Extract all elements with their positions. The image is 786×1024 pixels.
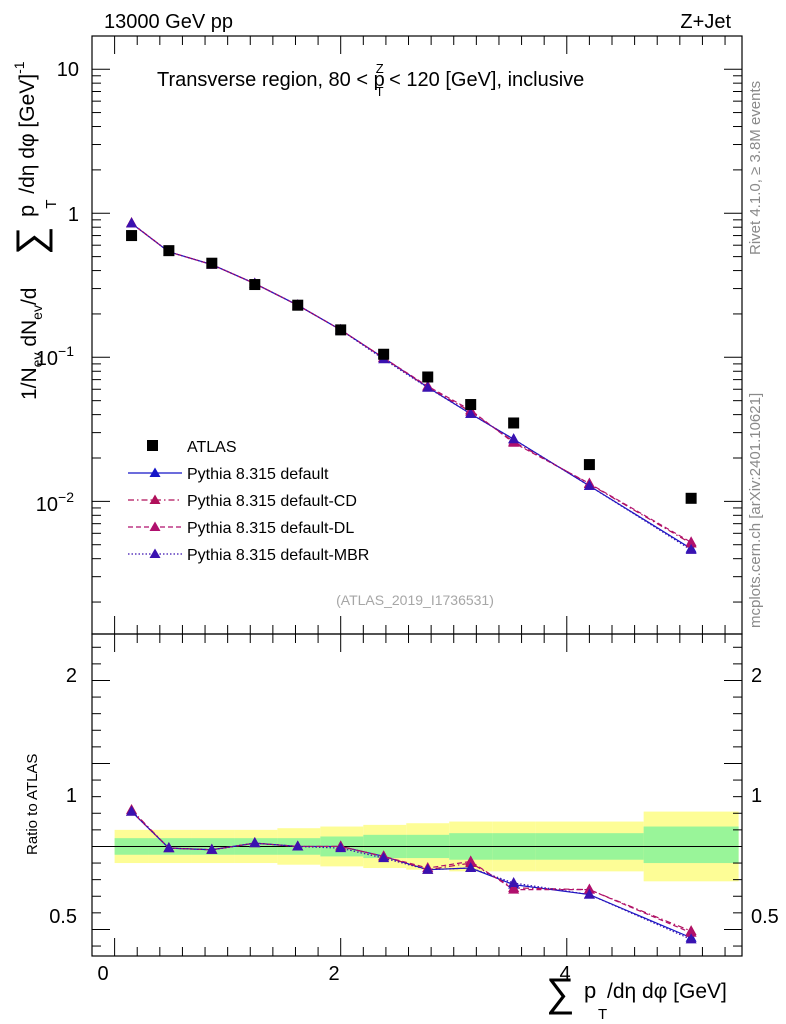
atlas-data-point [685, 492, 697, 504]
svg-text:T: T [598, 1006, 607, 1023]
analysis-id: (ATLAS_2019_I1736531) [336, 592, 494, 608]
x-axis-label: ∑ p T /dη dφ [GeV] [546, 971, 727, 1023]
atlas-data-point [206, 257, 218, 269]
plot-title-suffix: < 120 [GeV], inclusive [384, 69, 585, 91]
ytick-label-0.01: 10−2 [36, 489, 74, 516]
ratio-point-pythia-8-315-default-mbr [206, 843, 218, 854]
legend-label-default-mbr: Pythia 8.315 default-MBR [187, 547, 369, 564]
ratio-point-pythia-8-315-default-mbr [292, 840, 304, 851]
ratio-line-pythia-8-315-default-mbr [131, 811, 692, 940]
ratio-point-pythia-8-315-default-mbr [685, 933, 697, 944]
ratio-point-pythia-8-315-default-mbr [378, 852, 390, 863]
ratio-ytick-label-right-0.5: 0.5 [751, 906, 779, 928]
ratio-line-pythia-8-315-default-cd [131, 809, 692, 932]
series-point-pythia-8-315-default-mbr [465, 407, 477, 418]
ytick-label-10: 10 [57, 59, 79, 81]
ratio-point-pythia-8-315-default-mbr [126, 805, 138, 816]
ratio-point-pythia-8-315-default-dl [508, 883, 520, 894]
ratio-point-pythia-8-315-default-mbr [335, 842, 347, 853]
process-label: Z+Jet [680, 11, 731, 33]
energy-label: 13000 GeV pp [104, 11, 233, 33]
plot-title-sub: T [376, 84, 384, 99]
ratio-point-pythia-8-315-default-mbr [249, 837, 261, 848]
ratio-point-pythia-8-315-default-mbr [422, 863, 434, 874]
ratio-point-pythia-8-315-default-mbr [163, 842, 175, 853]
ytick-label-0.1: 10−1 [36, 343, 74, 370]
legend-marker-default-cd [149, 494, 161, 504]
ratio-point-pythia-8-315-default-mbr [465, 862, 477, 873]
ratio-point-pythia-8-315-default-dl [685, 926, 697, 937]
series-point-pythia-8-315-default-dl [685, 536, 697, 547]
band-inner-11 [643, 826, 739, 864]
svg-text:1/Nev dNev/d: 1/Nev dNev/d [18, 288, 45, 400]
xtick-label-4: 4 [559, 963, 570, 985]
series-point-pythia-8-315-default-mbr [508, 433, 520, 444]
main-plot-frame [91, 35, 743, 635]
series-point-pythia-8-315-default-mbr [583, 479, 595, 490]
ratio-point-pythia-8-315-default-mbr [583, 888, 595, 899]
atlas-data-point [583, 459, 595, 471]
ratio-ytick-label-1: 1 [66, 785, 77, 807]
svg-text:∑: ∑ [546, 971, 575, 1015]
atlas-data-point [465, 399, 477, 411]
atlas-data-point [422, 371, 434, 383]
atlas-data-point [292, 299, 304, 311]
series-point-pythia-8-315-default-mbr [126, 217, 138, 228]
series-line-pythia-8-315-default-mbr [131, 222, 692, 551]
xtick-label-2: 2 [328, 963, 339, 985]
atlas-data-point [126, 230, 138, 242]
legend-marker-atlas [147, 440, 158, 451]
plot-title-prefix: Transverse region, 80 < p [157, 69, 385, 91]
series-point-pythia-8-315-default-mbr [422, 381, 434, 392]
svg-text:/dη dφ [GeV]: /dη dφ [GeV] [607, 980, 727, 1003]
ytick-label-1: 1 [68, 204, 79, 226]
rivet-version-label: Rivet 4.1.0, ≥ 3.8M events [747, 81, 764, 255]
series-point-pythia-8-315-default-mbr [685, 543, 697, 554]
atlas-data-point [335, 324, 347, 336]
atlas-data-point [249, 279, 261, 291]
plot-title-sup: Z [376, 61, 384, 76]
atlas-data-point [378, 348, 390, 360]
legend: ATLAS Pythia 8.315 default Pythia 8.315 … [128, 439, 369, 564]
ratio-ytick-label-right-2: 2 [751, 665, 762, 687]
ratio-ytick-label-0.5: 0.5 [49, 906, 77, 928]
ratio-ytick-label-2: 2 [66, 665, 77, 687]
legend-label-default: Pythia 8.315 default [187, 466, 329, 483]
legend-marker-default [149, 467, 161, 477]
main-plot-series [126, 217, 697, 554]
atlas-data-point [163, 245, 175, 257]
svg-text:p: p [584, 978, 596, 1003]
legend-label-default-dl: Pythia 8.315 default-DL [187, 520, 354, 537]
legend-label-default-cd: Pythia 8.315 default-CD [187, 493, 357, 510]
legend-label-atlas: ATLAS [187, 439, 237, 456]
mcplots-label: mcplots.cern.ch [arXiv:2401.10621] [747, 393, 764, 628]
xtick-label-0: 0 [97, 963, 108, 985]
ratio-y-axis-label: Ratio to ATLAS [24, 754, 41, 855]
axis-ticks [92, 36, 742, 956]
ratio-point-pythia-8-315-default-dl [465, 855, 477, 866]
legend-marker-default-dl [149, 521, 161, 531]
ratio-plot-series [126, 803, 697, 944]
ratio-point-pythia-8-315-default-mbr [508, 876, 520, 887]
legend-marker-default-mbr [149, 548, 161, 558]
atlas-data-point [508, 417, 520, 429]
ratio-plot-frame [91, 633, 743, 957]
svg-text:∑: ∑ [9, 226, 53, 255]
plot-title: Transverse region, 80 < pZ T < 120 [GeV],… [157, 61, 584, 99]
svg-text:pT /dη dφ [GeV]-1: pT /dη dφ [GeV]-1 [11, 61, 60, 217]
ratio-ytick-label-right-1: 1 [751, 785, 762, 807]
